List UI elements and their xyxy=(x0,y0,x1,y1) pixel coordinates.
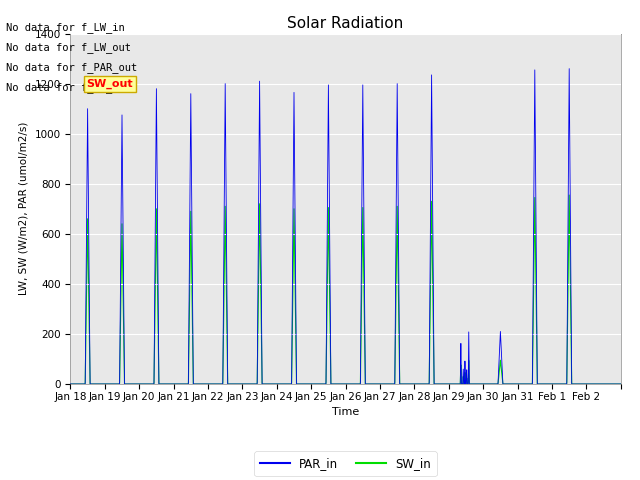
Legend: PAR_in, SW_in: PAR_in, SW_in xyxy=(255,451,436,476)
X-axis label: Time: Time xyxy=(332,407,359,417)
Text: No data for f_SW_out: No data for f_SW_out xyxy=(6,82,131,93)
Y-axis label: LW, SW (W/m2), PAR (umol/m2/s): LW, SW (W/m2), PAR (umol/m2/s) xyxy=(19,122,29,296)
Title: Solar Radiation: Solar Radiation xyxy=(287,16,404,31)
Text: No data for f_LW_in: No data for f_LW_in xyxy=(6,22,125,33)
Text: No data for f_LW_out: No data for f_LW_out xyxy=(6,42,131,53)
Text: SW_out: SW_out xyxy=(86,79,133,89)
Text: No data for f_PAR_out: No data for f_PAR_out xyxy=(6,62,138,73)
